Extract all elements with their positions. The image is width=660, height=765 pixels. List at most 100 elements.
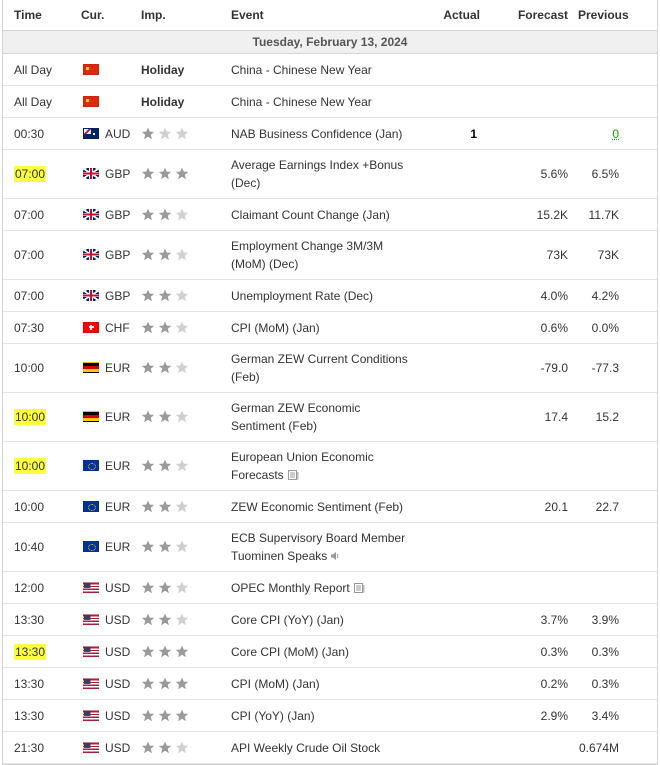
column-header-previous[interactable]: Previous xyxy=(578,0,657,31)
event-row[interactable]: All Day Holiday China - Chinese New Year xyxy=(3,53,657,86)
time-text: 21:30 xyxy=(14,740,45,755)
column-header-currency[interactable]: Cur. xyxy=(81,0,141,31)
event-row[interactable]: 13:30 USD Core CPI (MoM) (Jan) 0.3% 0.3% xyxy=(3,635,657,668)
forecast-value xyxy=(486,731,578,764)
document-icon[interactable] xyxy=(353,580,365,593)
event-name-link[interactable]: Employment Change 3M/3M (MoM) (Dec) xyxy=(231,239,384,271)
event-row[interactable]: 13:30 USD CPI (YoY) (Jan) 2.9% 3.4% xyxy=(3,699,657,732)
event-name-link[interactable]: Average Earnings Index +Bonus (Dec) xyxy=(231,158,404,190)
forecast-value xyxy=(486,571,578,604)
star-icon xyxy=(175,741,189,754)
star-icon xyxy=(141,410,155,423)
actual-value xyxy=(421,490,486,523)
currency-code: AUD xyxy=(105,126,131,141)
event-row[interactable]: 10:00 EUR ZEW Economic Sentiment (Feb) 20.1… xyxy=(3,490,657,523)
event-row[interactable]: 13:30 USD Core CPI (YoY) (Jan) 3.7% 3.9% xyxy=(3,603,657,636)
forecast-value: 73K xyxy=(486,230,578,280)
event-row[interactable]: 07:30 CHF CPI (MoM) (Jan) 0.6% 0.0% xyxy=(3,311,657,344)
speaker-icon[interactable] xyxy=(330,548,340,560)
star-icon xyxy=(141,540,155,553)
event-name-link[interactable]: China - Chinese New Year xyxy=(231,94,372,109)
event-row[interactable]: 13:30 USD CPI (MoM) (Jan) 0.2% 0.3% xyxy=(3,667,657,700)
column-header-time[interactable]: Time xyxy=(3,0,81,31)
event-row[interactable]: 12:00 USD OPEC Monthly Report xyxy=(3,571,657,604)
event-name-link[interactable]: OPEC Monthly Report xyxy=(231,580,350,595)
event-row[interactable]: 10:00 EUR German ZEW Economic Sentiment (F… xyxy=(3,392,657,442)
us-flag-icon xyxy=(83,613,99,625)
event-row[interactable]: All Day Holiday China - Chinese New Year xyxy=(3,85,657,118)
event-time: 13:30 xyxy=(3,667,81,700)
actual-value xyxy=(421,603,486,636)
event-row[interactable]: 21:30 USD API Weekly Crude Oil Stock 0.674M xyxy=(3,731,657,764)
event-name-link[interactable]: NAB Business Confidence (Jan) xyxy=(231,126,403,141)
document-icon[interactable] xyxy=(287,467,299,480)
star-icon xyxy=(158,581,172,594)
event-row[interactable]: 10:00 EUR German ZEW Current Conditions (F… xyxy=(3,343,657,393)
event-cell: ECB Supervisory Board Member Tuominen Sp… xyxy=(231,522,421,572)
star-icon xyxy=(175,500,189,513)
event-currency: EUR xyxy=(81,441,141,491)
column-header-actual[interactable]: Actual xyxy=(421,0,486,31)
event-name-link[interactable]: CPI (MoM) (Jan) xyxy=(231,320,320,335)
event-time: 07:00 xyxy=(3,198,81,231)
us-flag-icon xyxy=(83,709,99,721)
event-currency: GBP xyxy=(81,149,141,199)
event-name-link[interactable]: API Weekly Crude Oil Stock xyxy=(231,740,381,755)
event-name-link[interactable]: Unemployment Rate (Dec) xyxy=(231,288,374,303)
column-header-importance[interactable]: Imp. xyxy=(141,0,231,31)
currency-code: USD xyxy=(105,644,131,659)
star-icon xyxy=(175,248,189,261)
importance-rating xyxy=(141,731,231,764)
event-name-link[interactable]: CPI (YoY) (Jan) xyxy=(231,708,315,723)
event-row[interactable]: 07:00 GBP Unemployment Rate (Dec) 4.0% 4.2% xyxy=(3,279,657,312)
star-icon xyxy=(158,540,172,553)
previous-value: 0.3% xyxy=(578,635,657,668)
actual-value xyxy=(421,667,486,700)
china-flag-icon xyxy=(83,95,99,107)
event-name-link[interactable]: German ZEW Current Conditions (Feb) xyxy=(231,352,408,384)
event-name-link[interactable]: Core CPI (MoM) (Jan) xyxy=(231,644,350,659)
event-cell: OPEC Monthly Report xyxy=(231,571,421,604)
event-currency: USD xyxy=(81,667,141,700)
star-icon xyxy=(158,645,172,658)
event-name-link[interactable]: Core CPI (YoY) (Jan) xyxy=(231,612,344,627)
column-header-forecast[interactable]: Forecast xyxy=(486,0,578,31)
date-row: Tuesday, February 13, 2024 xyxy=(3,30,657,54)
event-name-link[interactable]: CPI (MoM) (Jan) xyxy=(231,676,320,691)
australia-flag-icon xyxy=(83,127,99,139)
event-row[interactable]: 07:00 GBP Average Earnings Index +Bonus (D… xyxy=(3,149,657,199)
event-row[interactable]: 07:00 GBP Claimant Count Change (Jan) 15.2K… xyxy=(3,198,657,231)
star-icon xyxy=(175,410,189,423)
event-cell: German ZEW Current Conditions (Feb) xyxy=(231,343,421,393)
event-row[interactable]: 10:00 EUR European Union Economic Forecast… xyxy=(3,441,657,491)
star-icon xyxy=(175,645,189,658)
star-icon xyxy=(175,677,189,690)
event-row[interactable]: 10:40 EUR ECB Supervisory Board Member Tuo… xyxy=(3,522,657,572)
uk-flag-icon xyxy=(83,208,99,220)
event-name-link[interactable]: ECB Supervisory Board Member Tuominen Sp… xyxy=(231,531,406,563)
event-name-link[interactable]: ZEW Economic Sentiment (Feb) xyxy=(231,499,404,514)
actual-value xyxy=(421,311,486,344)
importance-rating xyxy=(141,522,231,572)
star-icon xyxy=(158,361,172,374)
event-row[interactable]: 07:00 GBP Employment Change 3M/3M (MoM) (D… xyxy=(3,230,657,280)
event-currency: USD xyxy=(81,571,141,604)
event-time: 10:00 xyxy=(3,392,81,442)
event-row[interactable]: 00:30 AUD NAB Business Confidence (Jan) 1 0 xyxy=(3,117,657,150)
event-currency: EUR xyxy=(81,343,141,393)
column-header-event[interactable]: Event xyxy=(231,0,421,31)
event-name-link[interactable]: German ZEW Economic Sentiment (Feb) xyxy=(231,401,361,433)
event-cell: China - Chinese New Year xyxy=(231,53,421,86)
event-currency: EUR xyxy=(81,490,141,523)
event-cell: Average Earnings Index +Bonus (Dec) xyxy=(231,149,421,199)
event-name-link[interactable]: Claimant Count Change (Jan) xyxy=(231,207,390,222)
event-name-link[interactable]: China - Chinese New Year xyxy=(231,62,372,77)
time-text: 10:40 xyxy=(14,540,45,554)
uk-flag-icon xyxy=(83,289,99,301)
event-time: 10:00 xyxy=(3,343,81,393)
event-name-link[interactable]: European Union Economic Forecasts xyxy=(231,450,374,482)
star-icon xyxy=(141,208,155,221)
event-currency: EUR xyxy=(81,392,141,442)
previous-value: 0.3% xyxy=(578,667,657,700)
us-flag-icon xyxy=(83,741,99,753)
